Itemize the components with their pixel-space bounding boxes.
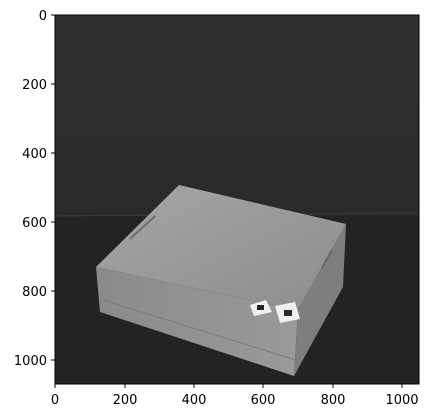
x-tick-label: 1000 xyxy=(385,393,418,408)
x-tick-label: 0 xyxy=(51,393,59,408)
y-tick-label: 400 xyxy=(22,147,47,162)
x-tick-label: 800 xyxy=(321,393,346,408)
box-top-face xyxy=(96,185,346,310)
box-front-face xyxy=(96,267,298,376)
fiducial-marker-right xyxy=(275,302,300,323)
x-axis: 0 200 400 600 800 1000 xyxy=(51,384,419,408)
photo-image xyxy=(55,15,419,384)
x-tick-label: 400 xyxy=(182,393,207,408)
fiducial-marker-left xyxy=(250,300,272,316)
y-axis: 0 200 400 600 800 1000 xyxy=(14,9,55,369)
y-tick-label: 1000 xyxy=(14,354,47,369)
y-tick-label: 600 xyxy=(22,216,47,231)
box-side-face xyxy=(294,224,346,376)
x-tick-label: 600 xyxy=(251,393,276,408)
y-tick-label: 0 xyxy=(39,9,47,24)
y-tick-label: 200 xyxy=(22,78,47,93)
axes-frame xyxy=(54,14,420,385)
y-tick-label: 800 xyxy=(22,285,47,300)
x-tick-label: 200 xyxy=(113,393,138,408)
